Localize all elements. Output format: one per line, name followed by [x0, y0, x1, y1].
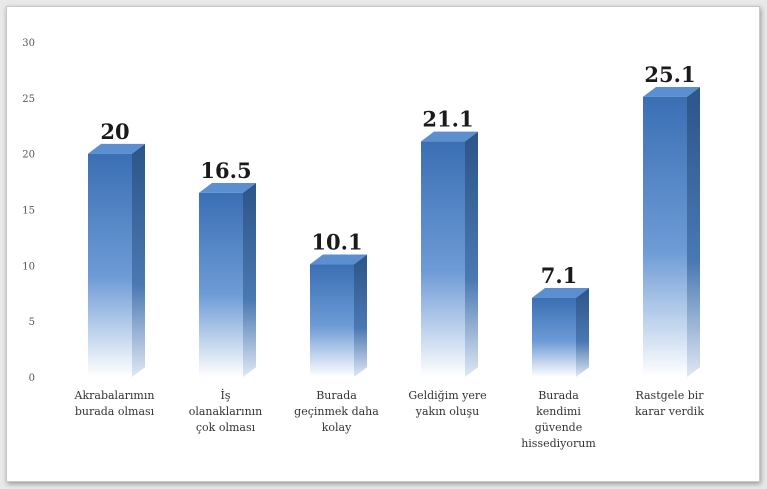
category-label-line: karar verdik	[635, 405, 704, 418]
category-label-line: kendimi	[536, 405, 581, 418]
category-label-line: İş	[221, 388, 231, 402]
x-axis-categories: Akrabalarımın burada olması İş olanaklarını…	[74, 388, 705, 450]
y-tick-label: 0	[29, 373, 35, 384]
category-label: Rastgele bir karar verdik	[635, 389, 704, 418]
bar-side	[576, 287, 589, 377]
y-tick-label: 10	[22, 261, 35, 272]
bar-top	[532, 287, 589, 298]
bar	[310, 254, 367, 377]
bars-group	[88, 86, 700, 377]
bar-top	[643, 86, 700, 97]
bar	[643, 86, 700, 377]
bar-top	[310, 254, 367, 265]
bar-front	[421, 141, 465, 377]
category-label-line: geçinmek daha	[294, 405, 379, 418]
category-label-line: Rastgele bir	[635, 389, 704, 402]
bar-front	[88, 153, 132, 377]
category-label-line: yakın oluşu	[415, 405, 480, 418]
category-label: Geldiğim yere yakın oluşu	[408, 389, 486, 418]
y-tick-label: 15	[22, 206, 35, 217]
bar-side	[132, 143, 145, 377]
category-label-line: Geldiğim yere	[408, 389, 486, 402]
category-label-line: Burada	[538, 389, 579, 402]
data-label: 25.1	[644, 62, 695, 87]
bar	[199, 183, 256, 377]
category-label-line: kolay	[322, 421, 352, 434]
data-label: 16.5	[200, 158, 251, 183]
bar-chart: 0 5 10 15 20 25 30 20 16.5 10.1 21.1 7.1 25.1 Akrab…	[22, 38, 705, 450]
bar-side	[687, 86, 700, 377]
chart-frame: 0 5 10 15 20 25 30 20 16.5 10.1 21.1 7.1 25.1 Akrab…	[6, 6, 760, 482]
category-label-line: Akrabalarımın	[74, 389, 155, 402]
category-label-line: burada olması	[75, 405, 155, 418]
bar	[532, 287, 589, 377]
bar-front	[643, 96, 687, 377]
bar	[421, 131, 478, 377]
data-label: 21.1	[422, 107, 473, 132]
category-label-line: çok olması	[196, 421, 256, 434]
data-label: 20	[100, 119, 129, 144]
bar	[88, 143, 145, 377]
data-label: 10.1	[311, 229, 362, 254]
category-label: Burada kendimi güvende hissediyorum	[521, 389, 596, 450]
y-tick-label: 20	[22, 150, 35, 161]
bar-side	[465, 131, 478, 377]
y-tick-label: 25	[22, 94, 35, 105]
category-label: Akrabalarımın burada olması	[74, 389, 155, 418]
bar-front	[532, 297, 576, 377]
category-label: İş olanaklarının çok olması	[189, 388, 263, 434]
bar-front	[310, 264, 354, 377]
bar-top	[88, 143, 145, 154]
category-label-line: güvende	[535, 421, 583, 434]
category-label-line: Burada	[316, 389, 357, 402]
category-label-line: hissediyorum	[521, 437, 596, 450]
bar-side	[354, 254, 367, 377]
bar-top	[421, 131, 478, 142]
bar-top	[199, 183, 256, 193]
data-labels: 20 16.5 10.1 21.1 7.1 25.1	[100, 62, 695, 288]
y-axis-ticks: 0 5 10 15 20 25 30	[22, 38, 35, 384]
bar-side	[243, 183, 256, 377]
data-label: 7.1	[541, 263, 578, 288]
bar-front	[199, 192, 243, 377]
y-tick-label: 30	[22, 38, 35, 49]
category-label-line: olanaklarının	[189, 405, 263, 418]
y-tick-label: 5	[29, 317, 35, 328]
category-label: Burada geçinmek daha kolay	[294, 389, 379, 434]
